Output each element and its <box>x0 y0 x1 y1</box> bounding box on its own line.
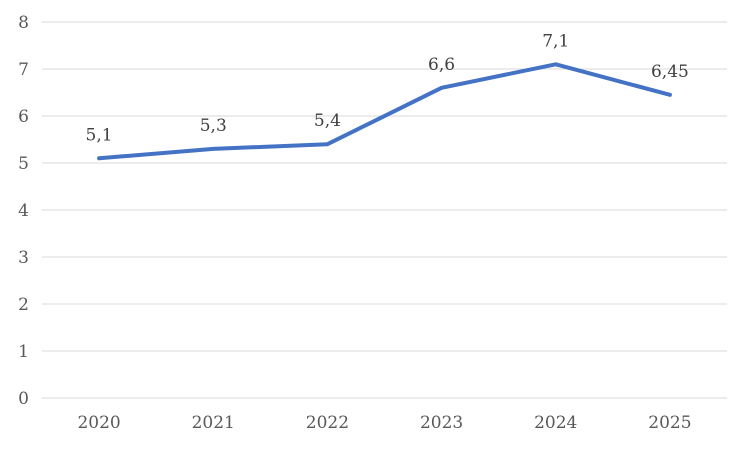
x-axis-tick-label: 2020 <box>77 413 120 433</box>
x-axis-tick-label: 2023 <box>420 413 463 433</box>
y-axis-tick-label: 1 <box>18 342 29 362</box>
y-axis-tick-label: 8 <box>18 13 29 33</box>
y-axis-tick-label: 4 <box>18 201 29 221</box>
y-axis-tick-label: 5 <box>18 154 29 174</box>
data-label: 5,4 <box>314 111 341 131</box>
y-axis-tick-label: 7 <box>18 60 29 80</box>
x-axis-tick-label: 2024 <box>534 413 577 433</box>
data-label: 5,1 <box>86 125 113 145</box>
series-line <box>97 62 672 161</box>
data-label: 7,1 <box>542 31 569 51</box>
x-axis-tick-label: 2021 <box>192 413 235 433</box>
y-axis-tick-label: 2 <box>18 295 29 315</box>
y-axis-tick-label: 0 <box>18 389 29 409</box>
data-label: 6,6 <box>428 55 455 75</box>
data-label: 6,45 <box>651 62 689 82</box>
y-axis-tick-label: 6 <box>18 107 29 127</box>
y-axis-tick-label: 3 <box>18 248 29 268</box>
x-axis-tick-label: 2022 <box>306 413 349 433</box>
data-label: 5,3 <box>200 116 227 136</box>
x-axis-tick-label: 2025 <box>648 413 691 433</box>
